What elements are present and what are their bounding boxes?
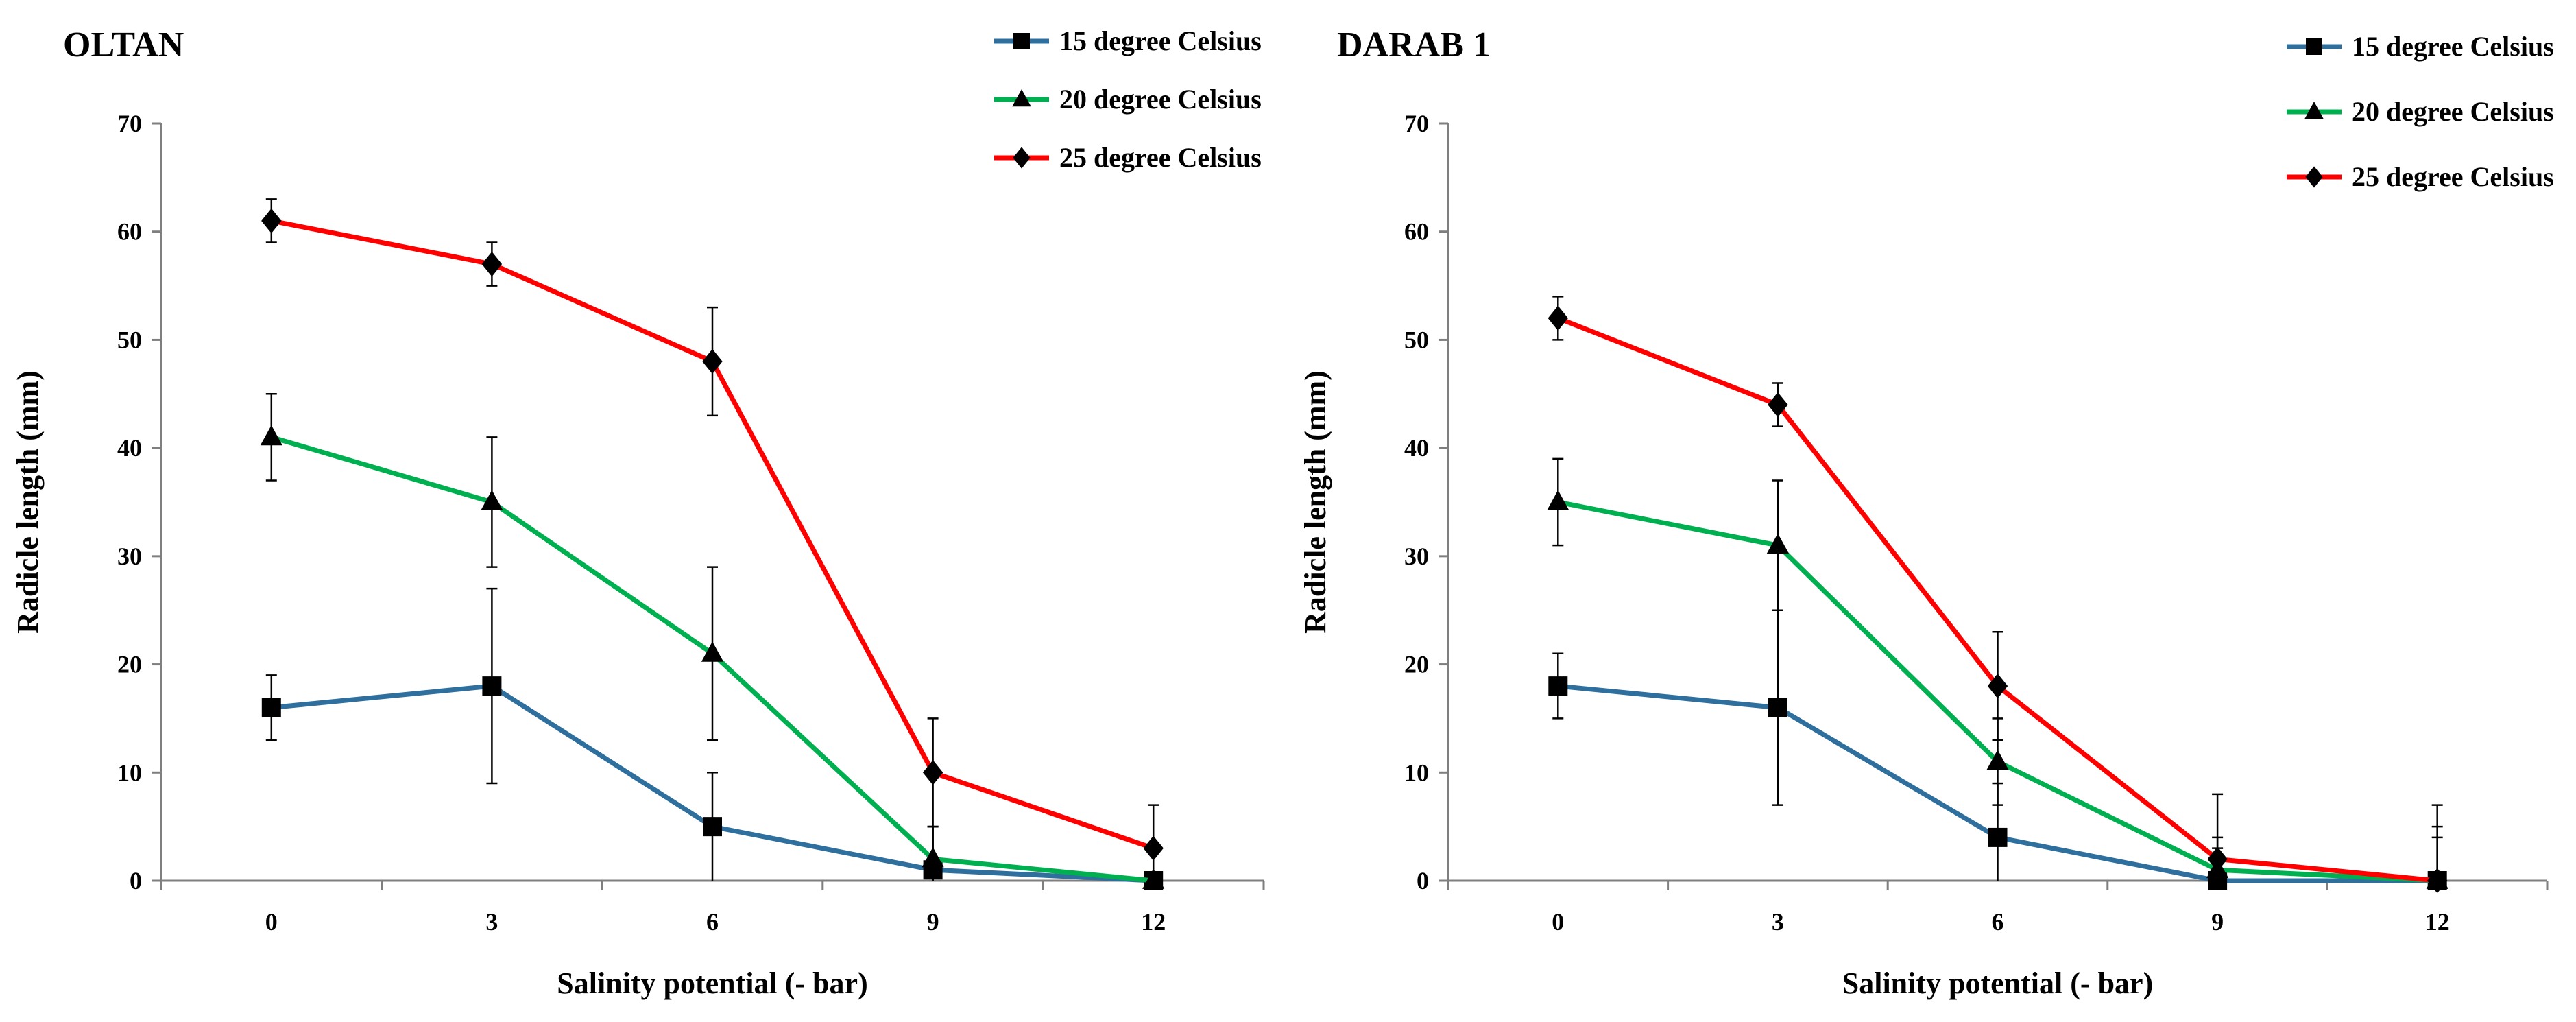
legend-marker bbox=[2305, 166, 2323, 188]
y-axis-title: Radicle length (mm) bbox=[1299, 370, 1332, 634]
legend-marker bbox=[2304, 102, 2324, 119]
data-point bbox=[1766, 533, 1789, 554]
legend-marker bbox=[1012, 89, 1031, 107]
data-point bbox=[482, 676, 502, 696]
panel-title: DARAB 1 bbox=[1337, 25, 1491, 64]
legend-entry: 15 degree Celsius bbox=[994, 25, 1262, 56]
data-point bbox=[1547, 490, 1569, 510]
legend-label: 15 degree Celsius bbox=[2352, 31, 2554, 62]
y-tick-label: 30 bbox=[117, 543, 142, 570]
y-axis-title: Radicle length (mm) bbox=[11, 370, 45, 634]
data-point bbox=[1986, 750, 2009, 770]
legend-entry: 15 degree Celsius bbox=[2287, 31, 2554, 62]
x-axis-title: Salinity potential (- bar) bbox=[557, 966, 867, 1000]
data-point bbox=[261, 208, 282, 234]
data-point bbox=[703, 817, 722, 837]
legend-label: 20 degree Celsius bbox=[2352, 96, 2554, 127]
series-diamond bbox=[261, 198, 1164, 881]
panel-1: DARAB 1 0 10 20 30 40 50 60 70 0 3 6 9 12 Salinity pot… bbox=[1299, 25, 2554, 1000]
data-point bbox=[261, 698, 281, 717]
x-tick-label: 6 bbox=[706, 908, 719, 936]
data-point bbox=[1768, 392, 1788, 418]
legend-marker bbox=[2306, 38, 2322, 55]
x-axis-title: Salinity potential (- bar) bbox=[1842, 966, 2153, 1000]
x-tick-label: 6 bbox=[1992, 908, 2004, 936]
data-point bbox=[481, 490, 503, 510]
y-tick-label: 70 bbox=[117, 110, 142, 137]
x-tick-label: 9 bbox=[927, 908, 939, 936]
data-point bbox=[2427, 868, 2448, 894]
x-tick-label: 0 bbox=[265, 908, 278, 936]
x-tick-label: 0 bbox=[1552, 908, 1564, 936]
data-point bbox=[1548, 676, 1568, 696]
data-point bbox=[260, 425, 282, 446]
x-tick-label: 12 bbox=[1141, 908, 1166, 936]
legend-label: 25 degree Celsius bbox=[2352, 161, 2554, 192]
data-point bbox=[1987, 673, 2008, 699]
series-triangle bbox=[260, 393, 1165, 889]
y-tick-label: 50 bbox=[1404, 326, 1429, 353]
legend-marker bbox=[1013, 33, 1030, 49]
legend-label: 20 degree Celsius bbox=[1059, 84, 1262, 115]
y-tick-label: 0 bbox=[130, 867, 142, 894]
data-point bbox=[922, 846, 944, 868]
data-point bbox=[1548, 305, 1568, 331]
data-point bbox=[701, 641, 724, 662]
data-point bbox=[1143, 835, 1164, 861]
data-point bbox=[2207, 846, 2228, 872]
legend-label: 15 degree Celsius bbox=[1059, 25, 1262, 56]
y-tick-label: 60 bbox=[117, 218, 142, 246]
data-point bbox=[1988, 827, 2008, 847]
y-tick-label: 20 bbox=[117, 651, 142, 678]
y-tick-label: 70 bbox=[1404, 110, 1429, 137]
data-point bbox=[1768, 698, 1787, 717]
legend-marker bbox=[1013, 147, 1031, 169]
series-square bbox=[261, 587, 1164, 890]
data-point bbox=[922, 760, 943, 785]
y-tick-label: 60 bbox=[1404, 218, 1429, 246]
data-point bbox=[481, 251, 503, 277]
y-tick-label: 40 bbox=[1404, 434, 1429, 462]
y-tick-label: 10 bbox=[1404, 759, 1429, 786]
x-tick-label: 3 bbox=[1772, 908, 1784, 936]
legend-label: 25 degree Celsius bbox=[1059, 142, 1262, 173]
x-tick-label: 3 bbox=[485, 908, 498, 936]
y-tick-label: 0 bbox=[1417, 867, 1429, 894]
data-point bbox=[702, 348, 723, 375]
x-tick-label: 9 bbox=[2211, 908, 2224, 936]
legend-entry: 25 degree Celsius bbox=[2287, 161, 2554, 192]
x-tick-label: 12 bbox=[2425, 908, 2450, 936]
series-diamond bbox=[1548, 296, 2448, 894]
y-tick-label: 30 bbox=[1404, 543, 1429, 570]
y-tick-label: 10 bbox=[117, 759, 142, 786]
legend-entry: 20 degree Celsius bbox=[994, 84, 1262, 115]
y-tick-label: 20 bbox=[1404, 651, 1429, 678]
y-tick-label: 50 bbox=[117, 326, 142, 353]
legend-entry: 25 degree Celsius bbox=[994, 142, 1262, 173]
legend-entry: 20 degree Celsius bbox=[2287, 96, 2554, 127]
panel-0: OLTAN 0 10 20 30 40 50 60 70 0 3 6 9 12 Salinity poten… bbox=[11, 25, 1265, 1000]
y-tick-label: 40 bbox=[117, 434, 142, 462]
panel-title: OLTAN bbox=[63, 25, 184, 64]
